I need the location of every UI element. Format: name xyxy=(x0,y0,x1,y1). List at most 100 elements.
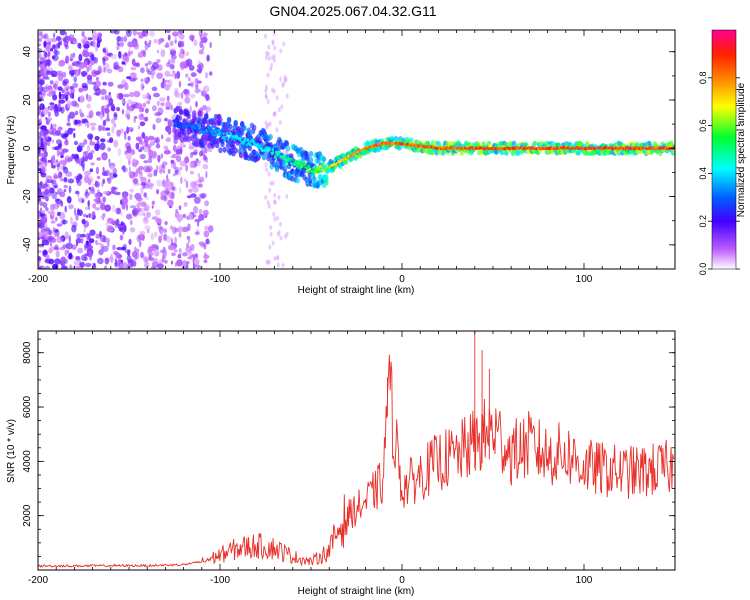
heatmap-noise-cell xyxy=(54,103,58,111)
heatmap-noise-cell xyxy=(169,40,174,47)
heatmap-noise-cell xyxy=(198,241,205,246)
heatmap-noise-cell xyxy=(66,250,70,254)
heatmap-noise-cell xyxy=(75,119,81,125)
heatmap-ridge-halo xyxy=(278,139,283,145)
heatmap-noise-cell xyxy=(96,41,101,48)
heatmap-noise-cell xyxy=(102,57,106,66)
heatmap-noise-cell xyxy=(55,36,62,41)
heatmap-noise-cell xyxy=(143,165,150,173)
heatmap-noise-cell xyxy=(202,37,207,44)
heatmap-noise-cell xyxy=(53,184,59,189)
heatmap-noise-cell xyxy=(139,146,145,150)
heatmap-noise-cell xyxy=(57,188,63,192)
heatmap-noise-cell xyxy=(204,72,209,79)
heatmap-noise-cell xyxy=(169,63,175,70)
heatmap-noise-cell xyxy=(104,50,109,56)
heatmap-noise-cell xyxy=(190,93,196,99)
heatmap-noise-cell xyxy=(40,125,47,131)
heatmap-noise-cell xyxy=(66,196,72,204)
heatmap-noise-cell xyxy=(143,116,148,122)
heatmap-noise-cell xyxy=(176,214,184,222)
heatmap-noise-cell xyxy=(167,199,174,207)
heatmap-noise-cell xyxy=(122,196,129,205)
heatmap-noise-cell xyxy=(203,242,207,250)
heatmap-noise-cell xyxy=(268,244,272,250)
heatmap-noise-cell xyxy=(39,94,42,98)
heatmap-noise-cell xyxy=(198,49,204,55)
heatmap-noise-cell xyxy=(264,162,268,168)
snr-ticks: 2000 4000 6000 8000 -200 -100 0 100 xyxy=(22,331,676,586)
heatmap-noise-cell xyxy=(38,31,43,37)
y-tick-label: 4000 xyxy=(22,450,33,473)
heatmap-noise-cell xyxy=(283,74,287,80)
heatmap-noise-cell xyxy=(187,238,191,243)
heatmap-ridge-halo xyxy=(228,123,233,130)
heatmap-noise-cell xyxy=(42,86,49,93)
heatmap-noise-cell xyxy=(202,163,209,170)
heatmap-noise-cell xyxy=(124,52,128,57)
heatmap-noise-cell xyxy=(91,211,96,216)
heatmap-noise-cell xyxy=(123,225,127,232)
heatmap-noise-cell xyxy=(64,139,69,146)
heatmap-noise-cell xyxy=(151,61,159,70)
y-tick-label: 6000 xyxy=(22,395,33,418)
heatmap-noise-cell xyxy=(107,256,115,262)
heatmap-noise-cell xyxy=(177,226,184,233)
heatmap-noise-cell xyxy=(116,35,122,42)
heatmap-noise-cell xyxy=(150,150,158,159)
heatmap-noise-cell xyxy=(143,136,149,144)
heatmap-noise-cell xyxy=(174,227,179,233)
heatmap-noise-cell xyxy=(185,51,190,57)
heatmap-noise-cell xyxy=(145,79,149,85)
heatmap-ridge-halo xyxy=(204,113,209,120)
heatmap-noise-cell xyxy=(80,233,87,238)
heatmap-noise-cell xyxy=(117,262,124,269)
y-tick-label: 20 xyxy=(22,94,33,106)
heatmap-noise-cell xyxy=(195,101,198,108)
heatmap-noise-cell xyxy=(126,126,129,134)
heatmap-noise-cell xyxy=(50,210,55,216)
heatmap-noise-cell xyxy=(45,196,49,202)
heatmap-noise-cell xyxy=(105,118,111,122)
heatmap-noise-cell xyxy=(41,165,46,174)
heatmap-noise-cell xyxy=(99,113,104,119)
heatmap-noise-cell xyxy=(174,36,177,43)
heatmap-noise-cell xyxy=(53,50,60,56)
heatmap-noise-cell xyxy=(96,76,99,81)
heatmap-noise-cell xyxy=(273,45,277,51)
heatmap-noise-cell xyxy=(194,258,200,266)
heatmap-noise-cell xyxy=(102,178,106,184)
heatmap-noise-cell xyxy=(41,236,45,240)
heatmap-noise-cell xyxy=(43,250,48,256)
colorbar-label: Normalized spectral amplitude xyxy=(736,82,747,217)
heatmap-noise-cell xyxy=(137,200,142,205)
heatmap-noise-cell xyxy=(204,225,209,231)
heatmap-noise-cell xyxy=(79,62,82,71)
heatmap-noise-cell xyxy=(125,203,128,211)
heatmap-noise-cell xyxy=(271,240,275,246)
heatmap-noise-cell xyxy=(54,232,57,237)
heatmap-noise-cell xyxy=(141,30,147,37)
heatmap-noise-cell xyxy=(68,185,72,194)
heatmap-noise-cell xyxy=(265,259,269,265)
heatmap-noise-cell xyxy=(66,122,71,126)
heatmap-noise-cell xyxy=(129,219,133,226)
heatmap-noise-cell xyxy=(160,229,163,238)
heatmap-ridge-halo xyxy=(336,155,341,161)
heatmap-noise-cell xyxy=(183,144,186,148)
heatmap-noise-cell xyxy=(182,260,187,267)
heatmap-ridge-halo xyxy=(193,133,198,140)
heatmap-noise-cell xyxy=(108,137,114,144)
heatmap-noise-cell xyxy=(77,42,81,49)
heatmap-noise-cell xyxy=(62,80,68,87)
heatmap-noise-cell xyxy=(99,111,104,115)
heatmap-ridge-halo xyxy=(308,150,314,157)
heatmap-noise-cell xyxy=(40,34,47,39)
heatmap-noise-cell xyxy=(128,262,131,266)
heatmap-noise-cell xyxy=(86,74,93,81)
heatmap-noise-cell xyxy=(159,169,163,174)
heatmap-noise-cell xyxy=(198,213,205,221)
heatmap-noise-cell xyxy=(103,169,111,177)
heatmap-noise-cell xyxy=(113,173,118,178)
heatmap-noise-cell xyxy=(184,156,190,164)
